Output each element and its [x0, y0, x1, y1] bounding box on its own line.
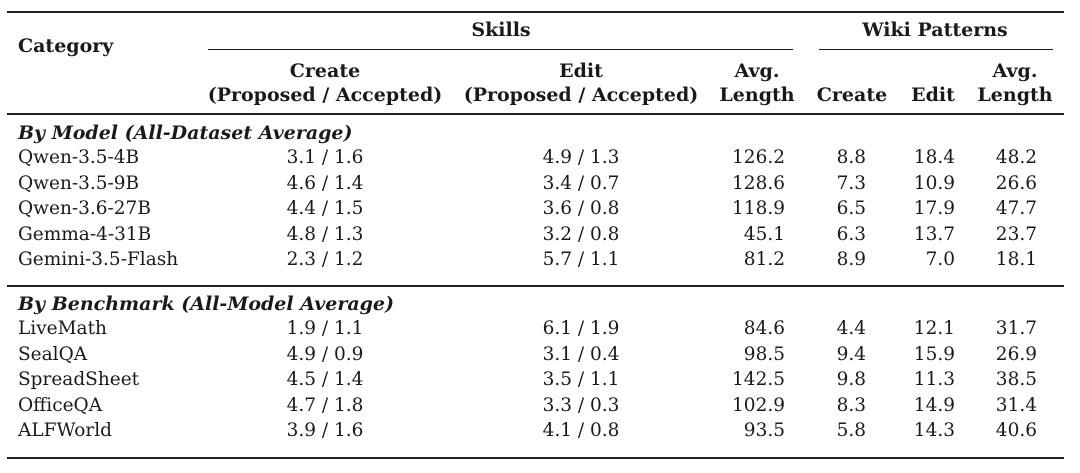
row-name: SealQA: [18, 343, 88, 365]
cell-skills-edit: 3.2 / 0.8: [542, 223, 620, 245]
cell-wiki-edit: 14.3: [913, 420, 955, 441]
cell-skills-avg: 81.2: [743, 249, 785, 270]
cell-wiki-avg: 18.1: [995, 249, 1037, 270]
cell-wiki-edit: 10.9: [913, 172, 955, 194]
cell-skills-create: 4.7 / 1.8: [286, 394, 364, 416]
cell-skills-edit: 3.1 / 0.4: [542, 343, 620, 365]
cell-skills-edit: 4.9 / 1.3: [542, 147, 620, 168]
cell-wiki-create: 8.8: [836, 147, 866, 168]
row-name: LiveMath: [18, 318, 107, 339]
cell-wiki-edit: 14.9: [913, 394, 955, 416]
cell-skills-avg: 84.6: [743, 318, 785, 339]
row-name: Qwen-3.6-27B: [18, 198, 151, 219]
cell-wiki-avg: 40.6: [995, 420, 1037, 441]
header-skills-create: Create: [289, 60, 361, 82]
header-rule: [7, 113, 1064, 115]
cell-wiki-edit: 13.7: [913, 223, 955, 245]
cell-wiki-create: 6.5: [836, 198, 866, 219]
section-title: By Model (All-Dataset Average): [18, 122, 353, 144]
header-category: Category: [18, 35, 114, 57]
header-skills: Skills: [471, 19, 531, 41]
bottom-rule: [7, 457, 1064, 459]
cell-skills-edit: 6.1 / 1.9: [542, 318, 620, 339]
section-rule: [7, 285, 1064, 287]
header-skills-avg-sub: Length: [719, 84, 795, 106]
row-name: Gemma-4-31B: [18, 223, 152, 245]
cell-wiki-avg: 47.7: [995, 198, 1037, 219]
cell-skills-edit: 3.4 / 0.7: [542, 172, 620, 194]
header-skills-edit-sub: (Proposed / Accepted): [463, 84, 699, 106]
cell-skills-avg: 118.9: [732, 198, 785, 219]
row-name: ALFWorld: [18, 420, 112, 441]
cell-skills-edit: 3.5 / 1.1: [542, 369, 620, 390]
cell-wiki-avg: 38.5: [995, 369, 1037, 390]
cell-wiki-edit: 18.4: [913, 147, 955, 168]
cell-wiki-edit: 12.1: [913, 318, 955, 339]
cell-wiki-create: 4.4: [836, 318, 866, 339]
cell-skills-create: 4.6 / 1.4: [286, 172, 364, 194]
cell-skills-create: 4.9 / 0.9: [286, 343, 364, 365]
cell-skills-avg: 98.5: [743, 343, 785, 365]
header-wiki-edit: Edit: [911, 84, 955, 106]
cell-skills-avg: 102.9: [732, 394, 785, 416]
cell-skills-create: 2.3 / 1.2: [286, 249, 364, 270]
cell-wiki-avg: 26.9: [995, 343, 1037, 365]
cell-skills-avg: 142.5: [732, 369, 785, 390]
cell-wiki-avg: 26.6: [995, 172, 1037, 194]
cell-skills-create: 1.9 / 1.1: [286, 318, 364, 339]
row-name: Gemini-3.5-Flash: [18, 249, 179, 270]
cell-wiki-avg: 23.7: [995, 223, 1037, 245]
cell-skills-create: 4.4 / 1.5: [286, 198, 364, 219]
cell-wiki-create: 7.3: [836, 172, 866, 194]
cell-skills-avg: 126.2: [732, 147, 785, 168]
cell-skills-edit: 3.3 / 0.3: [542, 394, 620, 416]
header-wiki-patterns: Wiki Patterns: [862, 19, 1008, 41]
cell-skills-create: 4.8 / 1.3: [286, 223, 364, 245]
wiki-cmidrule: [819, 49, 1053, 50]
header-wiki-create: Create: [816, 84, 888, 106]
cell-wiki-edit: 15.9: [913, 343, 955, 365]
header-wiki-avg-sub: Length: [977, 84, 1053, 106]
cell-wiki-create: 9.8: [836, 369, 866, 390]
cell-wiki-avg: 31.7: [995, 318, 1037, 339]
cell-wiki-create: 9.4: [836, 343, 866, 365]
header-skills-edit: Edit: [559, 60, 603, 82]
cell-wiki-avg: 31.4: [995, 394, 1037, 416]
section-title: By Benchmark (All-Model Average): [18, 293, 395, 315]
cell-wiki-edit: 17.9: [913, 198, 955, 219]
cell-skills-avg: 128.6: [732, 172, 785, 194]
header-skills-create-sub: (Proposed / Accepted): [207, 84, 443, 106]
cell-skills-edit: 4.1 / 0.8: [542, 420, 620, 441]
cell-skills-edit: 5.7 / 1.1: [542, 249, 620, 270]
row-name: Qwen-3.5-4B: [18, 147, 140, 168]
cell-skills-avg: 45.1: [743, 223, 785, 245]
cell-wiki-create: 5.8: [836, 420, 866, 441]
cell-skills-edit: 3.6 / 0.8: [542, 198, 620, 219]
cell-wiki-edit: 7.0: [925, 249, 955, 270]
row-name: OfficeQA: [18, 394, 103, 416]
row-name: Qwen-3.5-9B: [18, 172, 140, 194]
cell-wiki-create: 6.3: [836, 223, 866, 245]
cell-skills-create: 3.1 / 1.6: [286, 147, 364, 168]
cell-wiki-edit: 11.3: [913, 369, 955, 390]
top-rule: [7, 11, 1064, 13]
cell-skills-avg: 93.5: [743, 420, 785, 441]
cell-skills-create: 3.9 / 1.6: [286, 420, 364, 441]
cell-wiki-avg: 48.2: [995, 147, 1037, 168]
cell-wiki-create: 8.3: [836, 394, 866, 416]
header-skills-avg: Avg.: [734, 60, 780, 82]
cell-wiki-create: 8.9: [836, 249, 866, 270]
row-name: SpreadSheet: [18, 369, 140, 390]
cell-skills-create: 4.5 / 1.4: [286, 369, 364, 390]
skills-cmidrule: [208, 49, 793, 50]
header-wiki-avg: Avg.: [992, 60, 1038, 82]
